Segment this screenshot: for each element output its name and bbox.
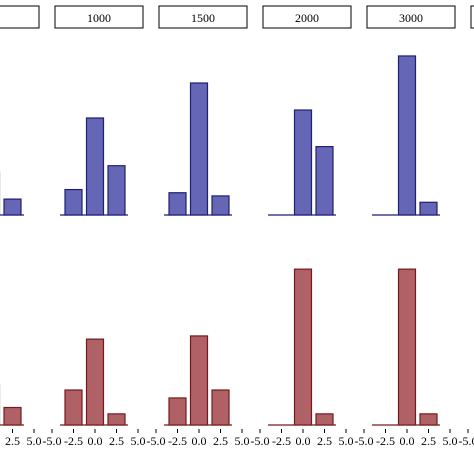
x-tick-label: 0.0	[88, 434, 103, 448]
facet-strips: 1000 1500 2000 3000	[0, 5, 474, 29]
histogram-bar	[211, 389, 230, 426]
histogram-bar	[64, 188, 83, 216]
x-tick-label: -2.5	[272, 434, 291, 448]
x-tick-label: 5.0	[131, 434, 146, 448]
x-tick-label: 0.0	[400, 434, 415, 448]
histogram-bar	[64, 389, 83, 426]
facet-strip-box	[54, 5, 144, 29]
x-tick-label: 0.0	[296, 434, 311, 448]
x-tick-label: 5.0	[27, 434, 42, 448]
histogram-bar	[85, 338, 105, 426]
facet-strip-label: 2000	[295, 11, 319, 25]
histogram-bar	[293, 109, 313, 216]
histogram-bar	[107, 413, 126, 426]
histogram-bar	[168, 192, 187, 216]
histogram-bar	[397, 55, 417, 216]
x-tick-label: -2.5	[168, 434, 187, 448]
facet-strip-box	[366, 5, 456, 29]
x-tick-label: 5.0	[443, 434, 458, 448]
x-tick-label: 2.5	[317, 434, 332, 448]
x-tick-label: -2.5	[376, 434, 395, 448]
histogram-bar	[107, 165, 126, 216]
x-tick-label: -5.0	[459, 434, 474, 448]
histogram-bar	[189, 82, 209, 216]
x-tick-label: 0.0	[192, 434, 207, 448]
histogram-bar	[3, 198, 22, 216]
facet-strip-box	[470, 5, 474, 29]
histogram-bar	[315, 146, 334, 216]
histogram-bars	[0, 55, 440, 426]
histogram-bar	[3, 406, 22, 426]
facet-strip-label: 3000	[399, 11, 423, 25]
histogram-bar	[168, 397, 187, 426]
x-tick-label: 2.5	[109, 434, 124, 448]
facet-strip-box	[262, 5, 352, 29]
facet-strip-label: 1500	[191, 11, 215, 25]
facet-strip-label: 1000	[87, 11, 111, 25]
facet-strip-box	[158, 5, 248, 29]
x-tick-label: -2.5	[64, 434, 83, 448]
histogram-bar	[189, 335, 209, 426]
histogram-bar	[315, 413, 334, 426]
x-tick-label: -5.0	[147, 434, 166, 448]
x-tick-label: 2.5	[5, 434, 20, 448]
histogram-bar	[293, 268, 313, 426]
x-tick-label: 5.0	[339, 434, 354, 448]
histogram-bar	[211, 195, 230, 216]
histogram-bar	[419, 413, 438, 426]
facet-strip-box	[0, 5, 40, 29]
x-axes: -5.0-2.50.02.55.0-5.0-2.50.02.55.0-5.0-2…	[5, 429, 474, 448]
x-tick-label: 2.5	[421, 434, 436, 448]
x-tick-label: -5.0	[251, 434, 270, 448]
x-tick-label: 2.5	[213, 434, 228, 448]
histogram-bar	[419, 201, 438, 216]
x-tick-label: -5.0	[43, 434, 62, 448]
histogram-bar	[397, 268, 417, 426]
histogram-bar	[85, 117, 105, 216]
x-tick-label: 5.0	[235, 434, 250, 448]
x-tick-label: -5.0	[355, 434, 374, 448]
